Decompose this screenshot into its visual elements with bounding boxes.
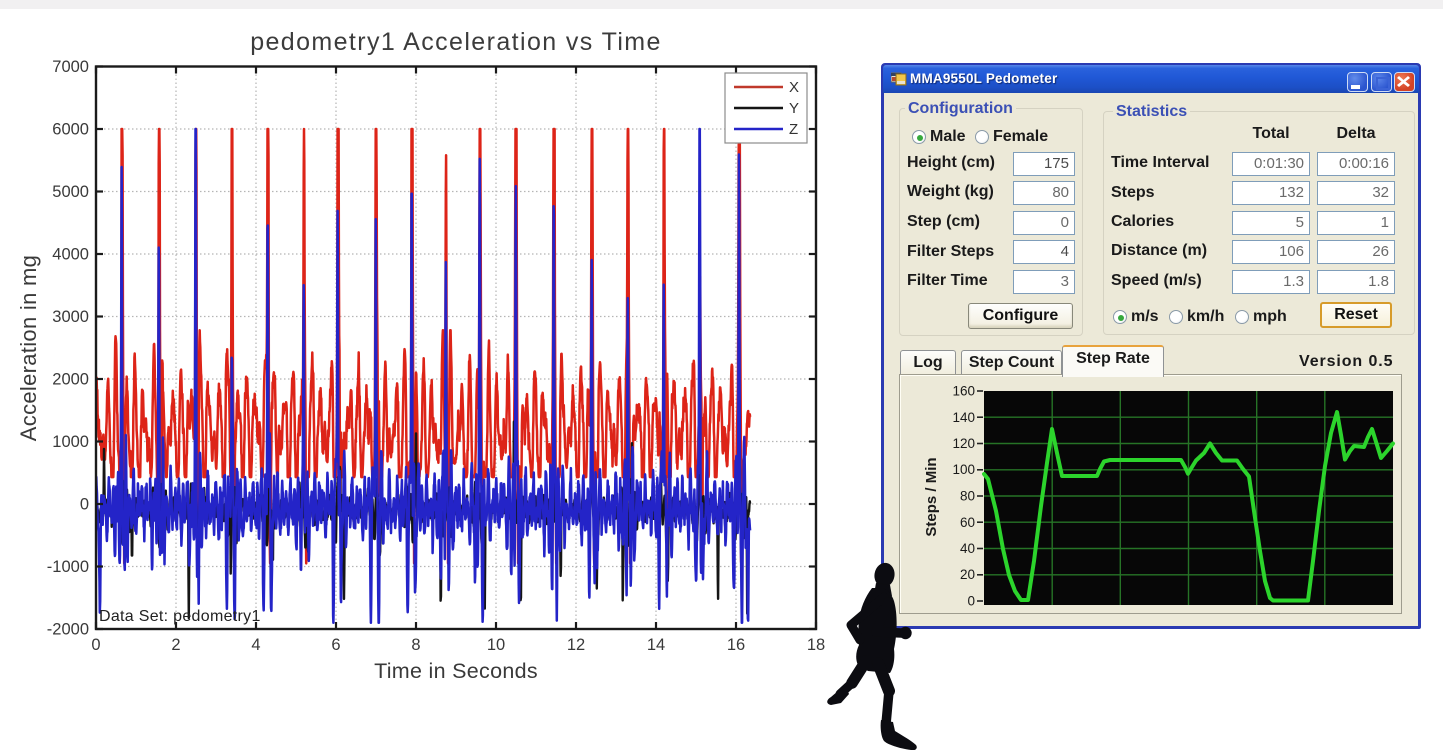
svg-text:Z: Z bbox=[789, 121, 798, 138]
svg-text:2: 2 bbox=[171, 636, 180, 654]
svg-text:10: 10 bbox=[487, 636, 505, 654]
svg-text:Y: Y bbox=[789, 100, 799, 117]
svg-text:140: 140 bbox=[952, 410, 975, 425]
svg-text:4: 4 bbox=[251, 636, 260, 654]
svg-text:60: 60 bbox=[960, 515, 975, 530]
svg-text:X: X bbox=[789, 79, 799, 96]
svg-text:0: 0 bbox=[967, 594, 975, 609]
svg-text:80: 80 bbox=[960, 489, 975, 504]
svg-text:-2000: -2000 bbox=[47, 621, 89, 639]
svg-text:18: 18 bbox=[807, 636, 825, 654]
svg-text:pedometry1 Acceleration vs Tim: pedometry1 Acceleration vs Time bbox=[250, 28, 662, 56]
svg-text:7000: 7000 bbox=[52, 58, 89, 76]
svg-text:0: 0 bbox=[80, 496, 89, 514]
svg-text:-1000: -1000 bbox=[47, 558, 89, 576]
svg-text:100: 100 bbox=[952, 462, 975, 477]
svg-text:2000: 2000 bbox=[52, 371, 89, 389]
svg-text:Steps / Min: Steps / Min bbox=[923, 457, 940, 536]
svg-text:0: 0 bbox=[91, 636, 100, 654]
svg-text:160: 160 bbox=[952, 384, 975, 399]
svg-text:120: 120 bbox=[952, 436, 975, 451]
svg-text:Data Set: pedometry1: Data Set: pedometry1 bbox=[99, 608, 261, 625]
svg-text:1000: 1000 bbox=[52, 433, 89, 451]
svg-text:6: 6 bbox=[331, 636, 340, 654]
svg-text:Time in Seconds: Time in Seconds bbox=[374, 659, 538, 683]
svg-text:20: 20 bbox=[960, 567, 975, 582]
svg-text:40: 40 bbox=[960, 541, 975, 556]
svg-text:12: 12 bbox=[567, 636, 585, 654]
svg-text:6000: 6000 bbox=[52, 121, 89, 139]
svg-text:16: 16 bbox=[727, 636, 745, 654]
svg-text:4000: 4000 bbox=[52, 246, 89, 264]
svg-text:5000: 5000 bbox=[52, 183, 89, 201]
svg-text:Acceleration in mg: Acceleration in mg bbox=[16, 255, 41, 441]
svg-text:14: 14 bbox=[647, 636, 665, 654]
svg-text:3000: 3000 bbox=[52, 308, 89, 326]
svg-text:8: 8 bbox=[411, 636, 420, 654]
